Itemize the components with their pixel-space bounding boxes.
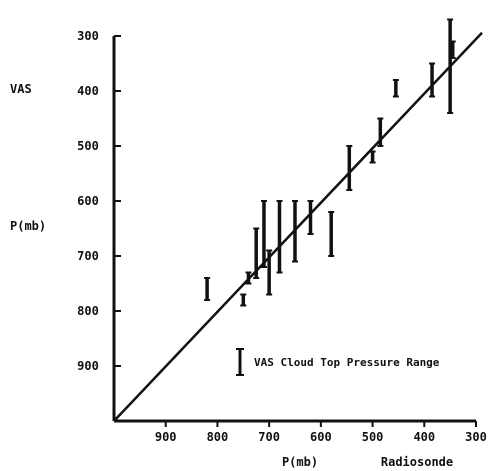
reference-line [113,31,483,422]
range-bar-7 [292,200,298,263]
range-bar-1 [240,293,247,307]
legend-label: VAS Cloud Top Pressure Range [254,356,440,369]
x-tick-label-700: 700 [258,430,280,444]
range-bar-11 [369,150,376,164]
x-tick-label-300: 300 [465,430,487,444]
range-bar-3 [253,227,260,279]
range-bar-14 [429,62,436,98]
x-axis-title: P(mb) [282,455,318,469]
range-bar-15 [447,18,454,114]
y-tick-label-600: 600 [77,194,99,208]
y-tick-label-700: 700 [77,249,99,263]
range-bar-8 [307,200,314,235]
y-tick-label-300: 300 [77,29,99,43]
range-bar-12 [377,117,384,147]
x-tick-label-400: 400 [413,430,435,444]
y-tick-label-900: 900 [77,359,99,373]
y-axis-title: P(mb) [10,219,46,233]
y-tick-label-500: 500 [77,139,99,153]
range-bar-5 [266,249,273,296]
y-tick-label-800: 800 [77,304,99,318]
y-tick-label-400: 400 [77,84,99,98]
range-bar-9 [328,211,335,257]
range-bar-4 [260,200,267,268]
range-bar-2 [245,271,252,285]
range-bar-0 [204,277,211,301]
legend: VAS Cloud Top Pressure Range [236,348,440,376]
x-tick-label-500: 500 [362,430,384,444]
range-bar-6 [276,200,283,274]
x-axis-title-secondary: Radiosonde [381,455,453,469]
x-tick-label-800: 800 [207,430,229,444]
x-tick-label-600: 600 [310,430,332,444]
range-bar-10 [346,145,353,191]
x-tick-label-900: 900 [155,430,177,444]
range-bar-16 [449,40,456,59]
range-bar-13 [392,79,399,98]
y-axis-title-secondary: VAS [10,82,32,96]
